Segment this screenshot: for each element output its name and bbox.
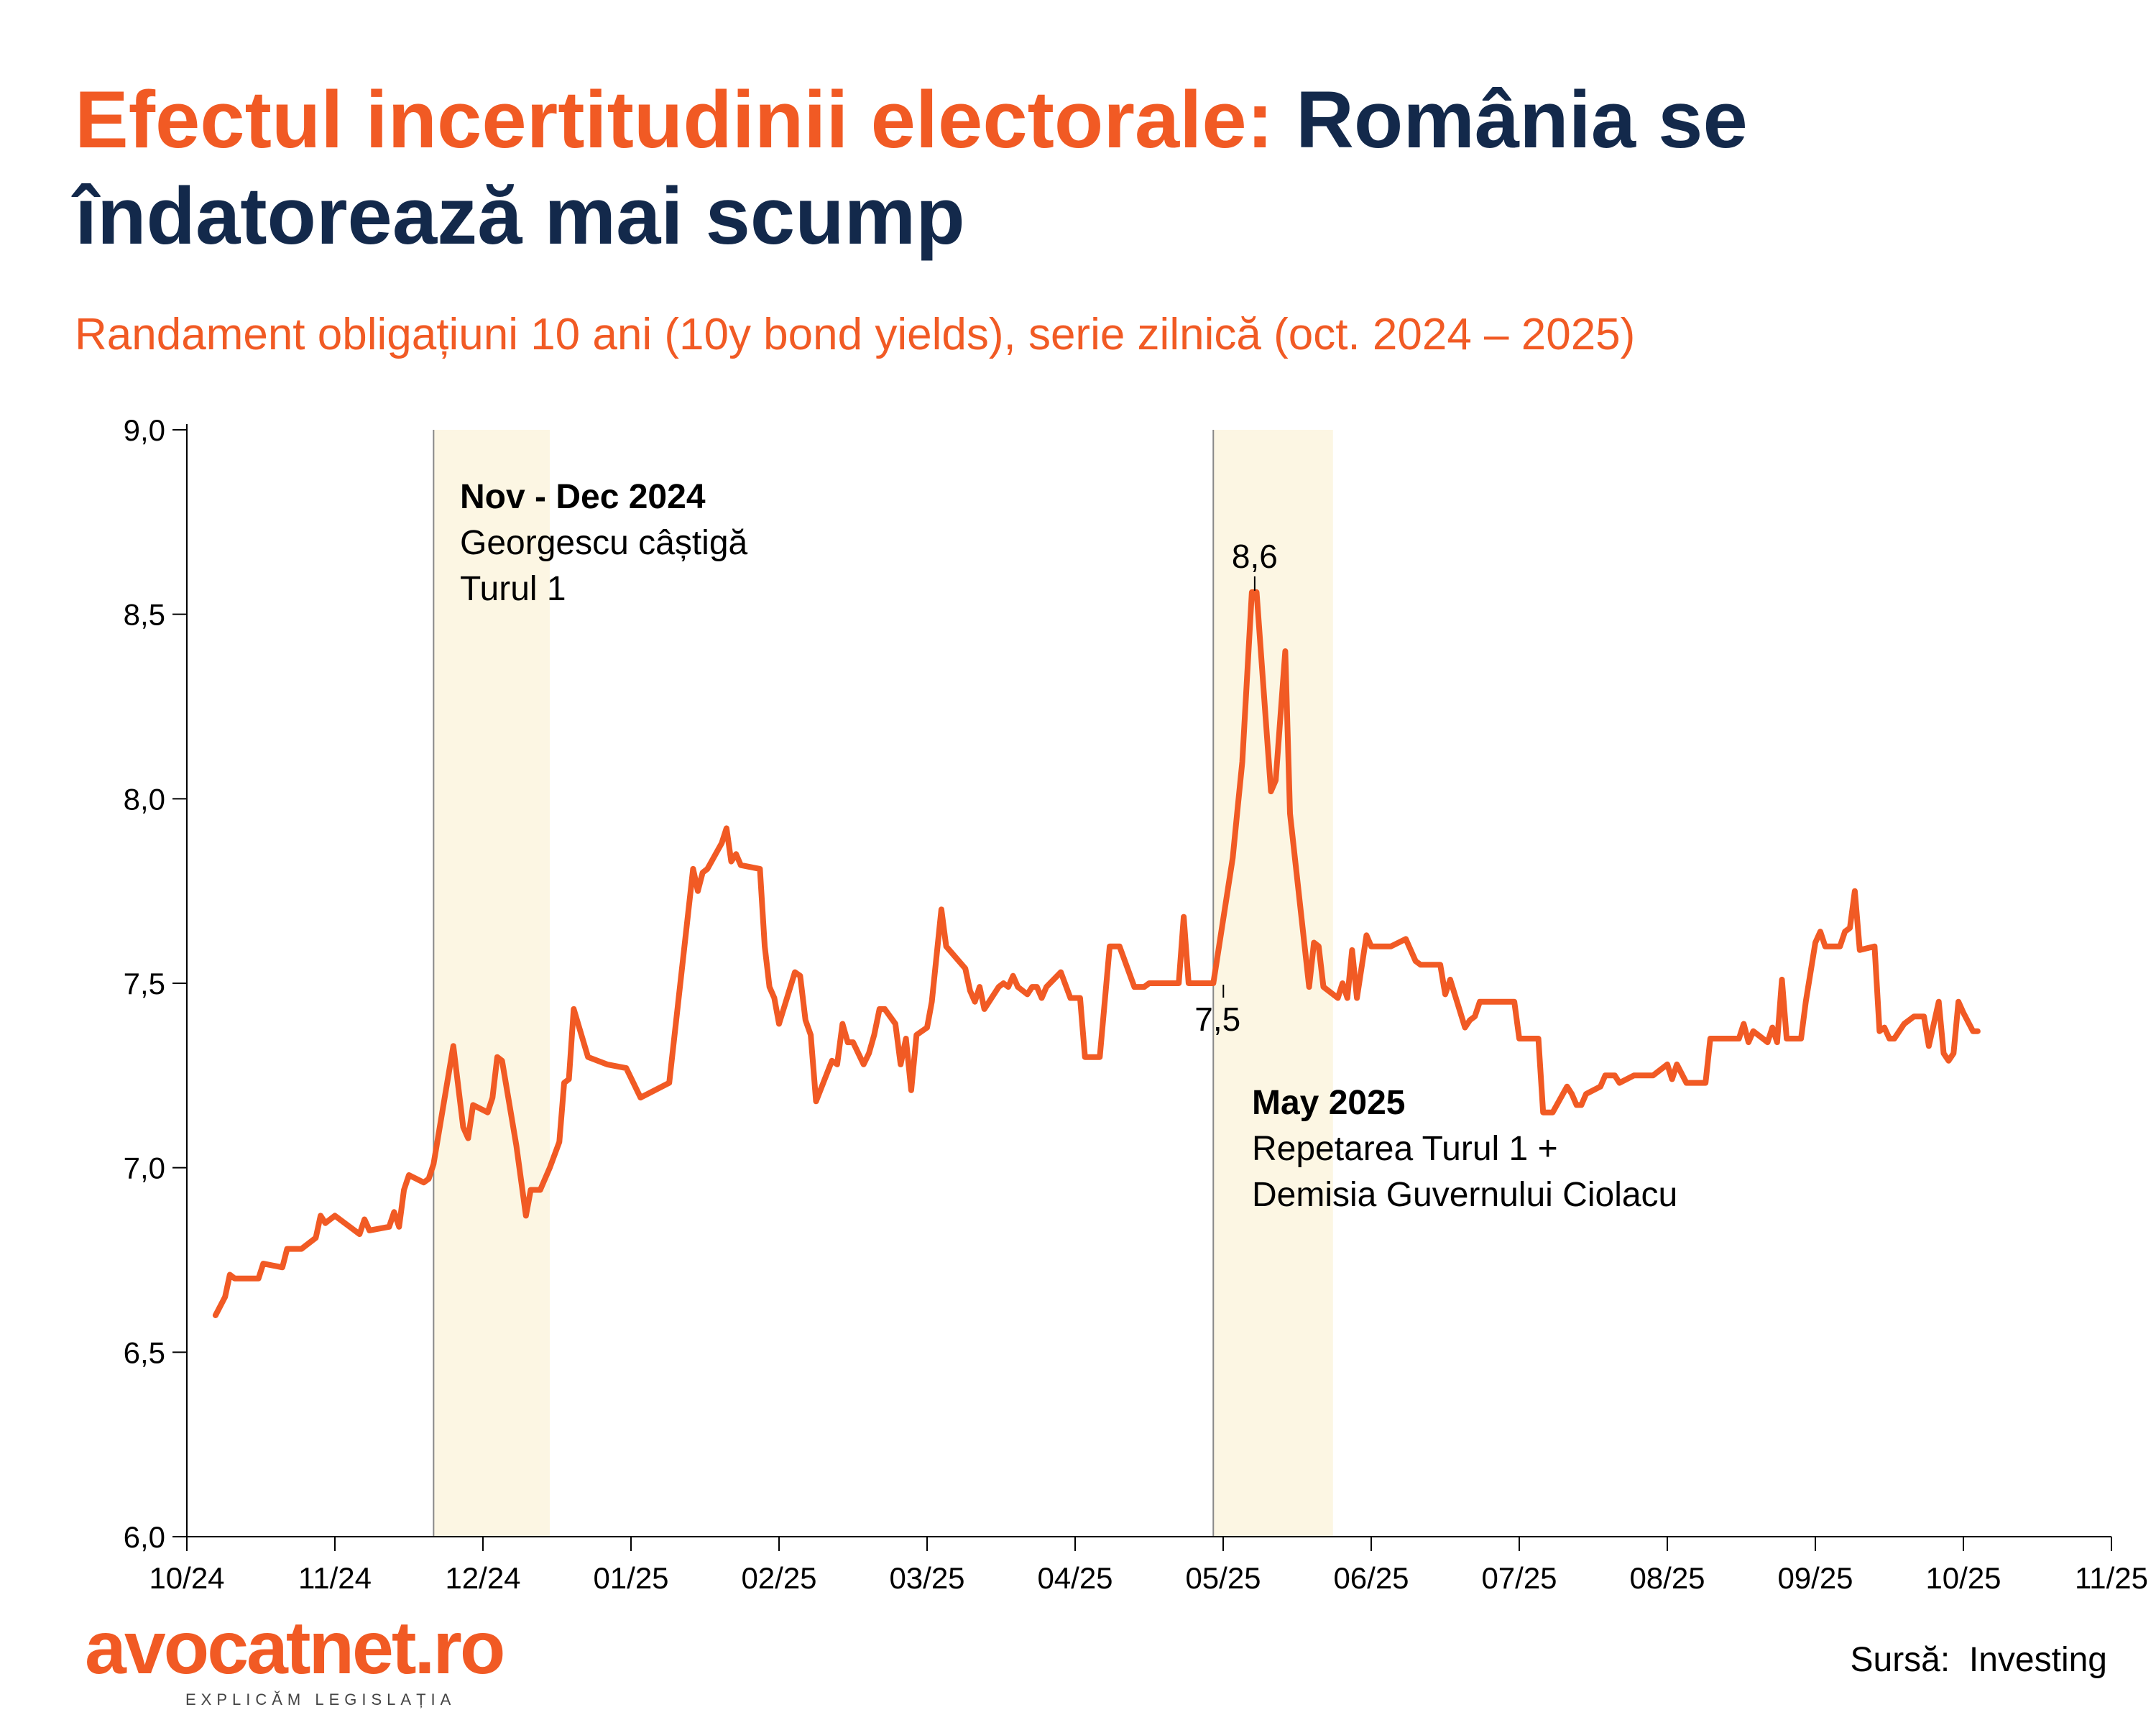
y-tick-label: 7,0 [124,1151,165,1185]
x-tick-label: 03/25 [889,1561,964,1595]
x-tick-label: 09/25 [1777,1561,1853,1595]
annotation-may-2025: May 2025 Repetarea Turul 1 + Demisia Guv… [1252,1080,1677,1218]
x-tick-label: 05/25 [1185,1561,1261,1595]
x-tick-label: 10/24 [149,1561,224,1595]
yield-line [212,589,1981,1318]
x-tick-label: 04/25 [1037,1561,1112,1595]
shaded-period [1213,430,1333,1537]
y-tick-label: 9,0 [124,413,165,447]
chart-subtitle: Randament obligațiuni 10 ani (10y bond y… [75,310,1636,359]
annotation-line: Georgescu câștigă [460,524,748,562]
annotation-nov-dec-2024: Nov - Dec 2024 Georgescu câștigă Turul 1 [460,474,747,612]
y-tick-label: 7,5 [124,967,165,1000]
y-tick-label: 6,5 [124,1335,165,1369]
title-accent: Efectul incertitudinii electorale: [75,75,1273,165]
chart-title: Efectul incertitudinii electorale: Român… [75,72,2123,264]
x-tick-label: 11/24 [298,1561,372,1595]
avocatnet-logo: avocatnet.ro EXPLICĂM LEGISLAȚIA [85,1606,505,1709]
annotation-line: Turul 1 [460,570,566,608]
x-tick-label: 12/24 [445,1561,520,1595]
peak-value-label: 8,6 [1232,538,1278,575]
x-tick-label: 02/25 [741,1561,816,1595]
title-main: România se îndatorează mai scump [75,75,1748,261]
x-tick-label: 11/25 [2075,1561,2148,1595]
y-tick-label: 6,0 [124,1520,165,1554]
x-tick-label: 08/25 [1629,1561,1705,1595]
source-note: Sursă: Investing [1850,1641,2107,1679]
shaded-period [433,430,550,1537]
x-tick-label: 10/25 [1925,1561,2001,1595]
annotation-heading: May 2025 [1252,1084,1406,1122]
annotation-line: Repetarea Turul 1 + [1252,1130,1558,1168]
start-value-label: 7,5 [1194,1000,1240,1038]
x-tick-label: 06/25 [1333,1561,1409,1595]
logo-tagline: EXPLICĂM LEGISLAȚIA [185,1690,456,1708]
y-tick-label: 8,0 [124,782,165,816]
x-tick-label: 01/25 [593,1561,668,1595]
annotation-heading: Nov - Dec 2024 [460,478,706,516]
x-tick-label: 07/25 [1481,1561,1557,1595]
annotation-line: Demisia Guvernului Ciolacu [1252,1176,1678,1214]
y-tick-label: 8,5 [124,598,165,632]
logo-name: avocatnet.ro [85,1606,505,1690]
